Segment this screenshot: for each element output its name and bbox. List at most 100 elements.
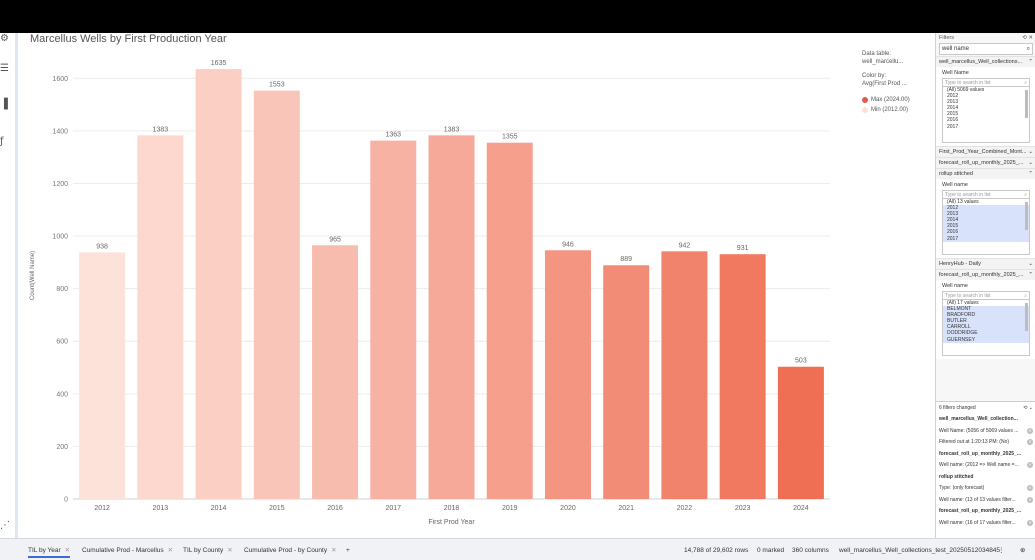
bar[interactable] [661, 251, 708, 499]
remove-filter-icon[interactable]: ✕ [1027, 485, 1033, 492]
list-item[interactable]: 2013 [947, 99, 959, 106]
close-icon[interactable]: ✕ [331, 547, 337, 554]
changed-filter-row[interactable]: Type: (only forecast) ✕ [936, 483, 1035, 495]
changed-filter-row[interactable]: forecast_roll_up_monthly_2025_... [936, 506, 1035, 518]
list-item[interactable]: 2015 [947, 111, 959, 118]
list-item[interactable]: BELMONT [943, 306, 1029, 313]
list-search-input[interactable]: Type to search in list ⌕ [942, 291, 1030, 300]
list-item[interactable]: 2017 [947, 123, 959, 130]
changed-filter-row[interactable]: Well name: (2012 => Well name =... ✕ [936, 460, 1035, 472]
list-search-placeholder: Type to search in list [945, 292, 991, 299]
changed-filter-text: well_marcellus_Well_collection... [939, 416, 1018, 423]
tab-cumulative-prod-marcellus[interactable]: Cumulative Prod - Marcellus ✕ [82, 544, 173, 556]
list-item[interactable]: (All) 17 values [947, 300, 979, 306]
close-icon[interactable]: ✕ [64, 547, 71, 554]
changed-filter-row[interactable]: Well Name: (5056 of 5069 values ... ✕ [936, 425, 1035, 437]
bar[interactable] [137, 135, 184, 499]
list-item[interactable]: 2017 [943, 235, 1029, 242]
list-item[interactable]: CARROLL [943, 324, 1029, 331]
bar-chart[interactable]: 0 200 400 600 800 1000 1200 1400 1600 938 2012 1383… [20, 46, 860, 531]
status-table-name[interactable]: well_marcellus_Well_collections_test_202… [839, 546, 1001, 554]
bar[interactable] [195, 69, 242, 499]
more-icon[interactable]: ⋮ [998, 547, 1005, 554]
list-item[interactable]: 2014 [947, 105, 959, 112]
filter-list[interactable]: (All) 13 values 2012 2013 2014 2015 2016… [942, 199, 1030, 255]
remove-filter-icon[interactable]: ✕ [1027, 519, 1033, 526]
tab-cumulative-prod-by-county[interactable]: Cumulative Prod - by County ✕ [244, 544, 337, 556]
filter-list[interactable]: (All) 17 values BELMONT BRADFORD BUTLER … [942, 300, 1030, 356]
filter-section-forecast-1[interactable]: forecast_roll_up_monthly_2025_... ⌄ [936, 157, 1035, 168]
tab-til-by-county[interactable]: TIL by County ✕ [183, 544, 233, 556]
changed-filter-row[interactable]: forecast_roll_up_monthly_2025_... [936, 448, 1035, 460]
remove-filter-icon[interactable]: ✕ [1027, 462, 1033, 469]
filter-list[interactable]: (All) 5069 values 2012 2013 2014 2015 20… [942, 87, 1030, 143]
list-item[interactable]: (All) 13 values [947, 199, 979, 205]
filter-section-forecast-2[interactable]: forecast_roll_up_monthly_2025_... ⌃ [936, 269, 1035, 280]
list-item[interactable]: 2015 [943, 223, 1029, 230]
changed-filter-row[interactable]: rollup stitched [936, 471, 1035, 483]
filter-section-well-marcellus[interactable]: well_marcellus_Well_collections... ⌃ [936, 56, 1035, 67]
bar[interactable] [79, 252, 126, 499]
changed-filter-row[interactable]: Filtered out at 1:20:13 PM: (No) ✕ [936, 437, 1035, 449]
bar[interactable] [428, 135, 475, 499]
list-scrollbar[interactable] [1025, 90, 1028, 118]
bar[interactable] [777, 366, 824, 499]
x-tick-label: 2024 [793, 505, 809, 512]
changed-filter-text: forecast_roll_up_monthly_2025_... [939, 450, 1021, 457]
table-icon[interactable]: ☰ [0, 63, 9, 74]
add-tab-button[interactable]: + [346, 546, 350, 554]
changed-filter-row[interactable]: well_marcellus_Well_collection... [936, 414, 1035, 426]
list-item[interactable]: BRADFORD [943, 312, 1029, 319]
filter-group-well-name-2: Well name Type to search in list ⌕ (All)… [936, 179, 1035, 258]
reset-icon[interactable]: ⟲ ⌄ [1023, 404, 1033, 411]
data-label: 889 [620, 256, 632, 263]
list-item[interactable]: 2012 [947, 93, 959, 100]
bar[interactable] [603, 265, 650, 499]
filter-search-value: well name [942, 46, 970, 52]
changed-filter-row[interactable]: Well name: (16 of 17 values filter... ✕ [936, 517, 1035, 529]
bar[interactable] [486, 142, 533, 499]
share-icon[interactable]: ⋰ [0, 520, 10, 531]
list-scrollbar[interactable] [1025, 202, 1028, 230]
filters-close-icon[interactable]: ⟲ ✕ [1022, 34, 1033, 41]
bar[interactable] [370, 140, 417, 499]
filter-section-henryhub[interactable]: HenryHub - Daily ⌄ [936, 258, 1035, 269]
list-item[interactable]: GUERNSEY [943, 336, 1029, 343]
list-scrollbar[interactable] [1025, 303, 1028, 331]
filter-section-first-prod-year[interactable]: First_Prod_Year_Combined_Mont... ⌄ [936, 146, 1035, 157]
close-icon[interactable]: ✕ [227, 547, 233, 554]
list-item[interactable]: 2012 [943, 205, 1029, 212]
bar[interactable] [253, 90, 300, 500]
list-item[interactable]: (All) 5069 values [947, 87, 985, 93]
list-item[interactable]: 2016 [943, 229, 1029, 236]
remove-filter-icon[interactable]: ✕ [1027, 496, 1033, 503]
globe-icon[interactable]: ⊕ [1020, 547, 1026, 554]
changed-filter-row[interactable]: Well name: (13 of 13 values filter... ✕ [936, 494, 1035, 506]
list-item[interactable]: 2014 [943, 217, 1029, 224]
bar-chart-icon[interactable]: ▐ [0, 99, 8, 110]
list-search-input[interactable]: Type to search in list ⌕ [942, 190, 1030, 199]
search-icon: ⌕ [1024, 191, 1027, 198]
expression-icon[interactable]: ƒ [0, 136, 4, 147]
remove-filter-icon[interactable]: ✕ [1027, 427, 1033, 434]
legend-color-by-value[interactable]: Avg(First Prod ... [862, 81, 907, 87]
tab-til-by-year[interactable]: TIL by Year ✕ [28, 544, 71, 558]
list-item[interactable]: DODDRIDGE [943, 330, 1029, 337]
filter-section-rollup[interactable]: rollup stitched ⌃ [936, 168, 1035, 179]
list-item[interactable]: BUTLER [943, 318, 1029, 325]
remove-filter-icon[interactable]: ✕ [1027, 439, 1033, 446]
x-axis-title: First Prod Year [428, 519, 475, 526]
list-item[interactable]: 2013 [943, 211, 1029, 218]
list-search-input[interactable]: Type to search in list ⌕ [942, 78, 1030, 87]
filter-search-input[interactable]: well name ⌕ [939, 43, 1033, 55]
bar[interactable] [312, 245, 359, 499]
gear-icon[interactable]: ⚙ [0, 33, 9, 44]
list-item[interactable]: 2016 [947, 117, 959, 124]
close-icon[interactable]: ✕ [167, 547, 174, 554]
search-icon: ⌕ [1024, 292, 1027, 299]
legend-max-item: Max (2024.00) [862, 96, 932, 104]
bar[interactable] [544, 250, 591, 499]
panel-divider [15, 33, 18, 538]
legend-data-table-value[interactable]: well_marcellu... [862, 59, 904, 65]
bar[interactable] [719, 254, 766, 499]
